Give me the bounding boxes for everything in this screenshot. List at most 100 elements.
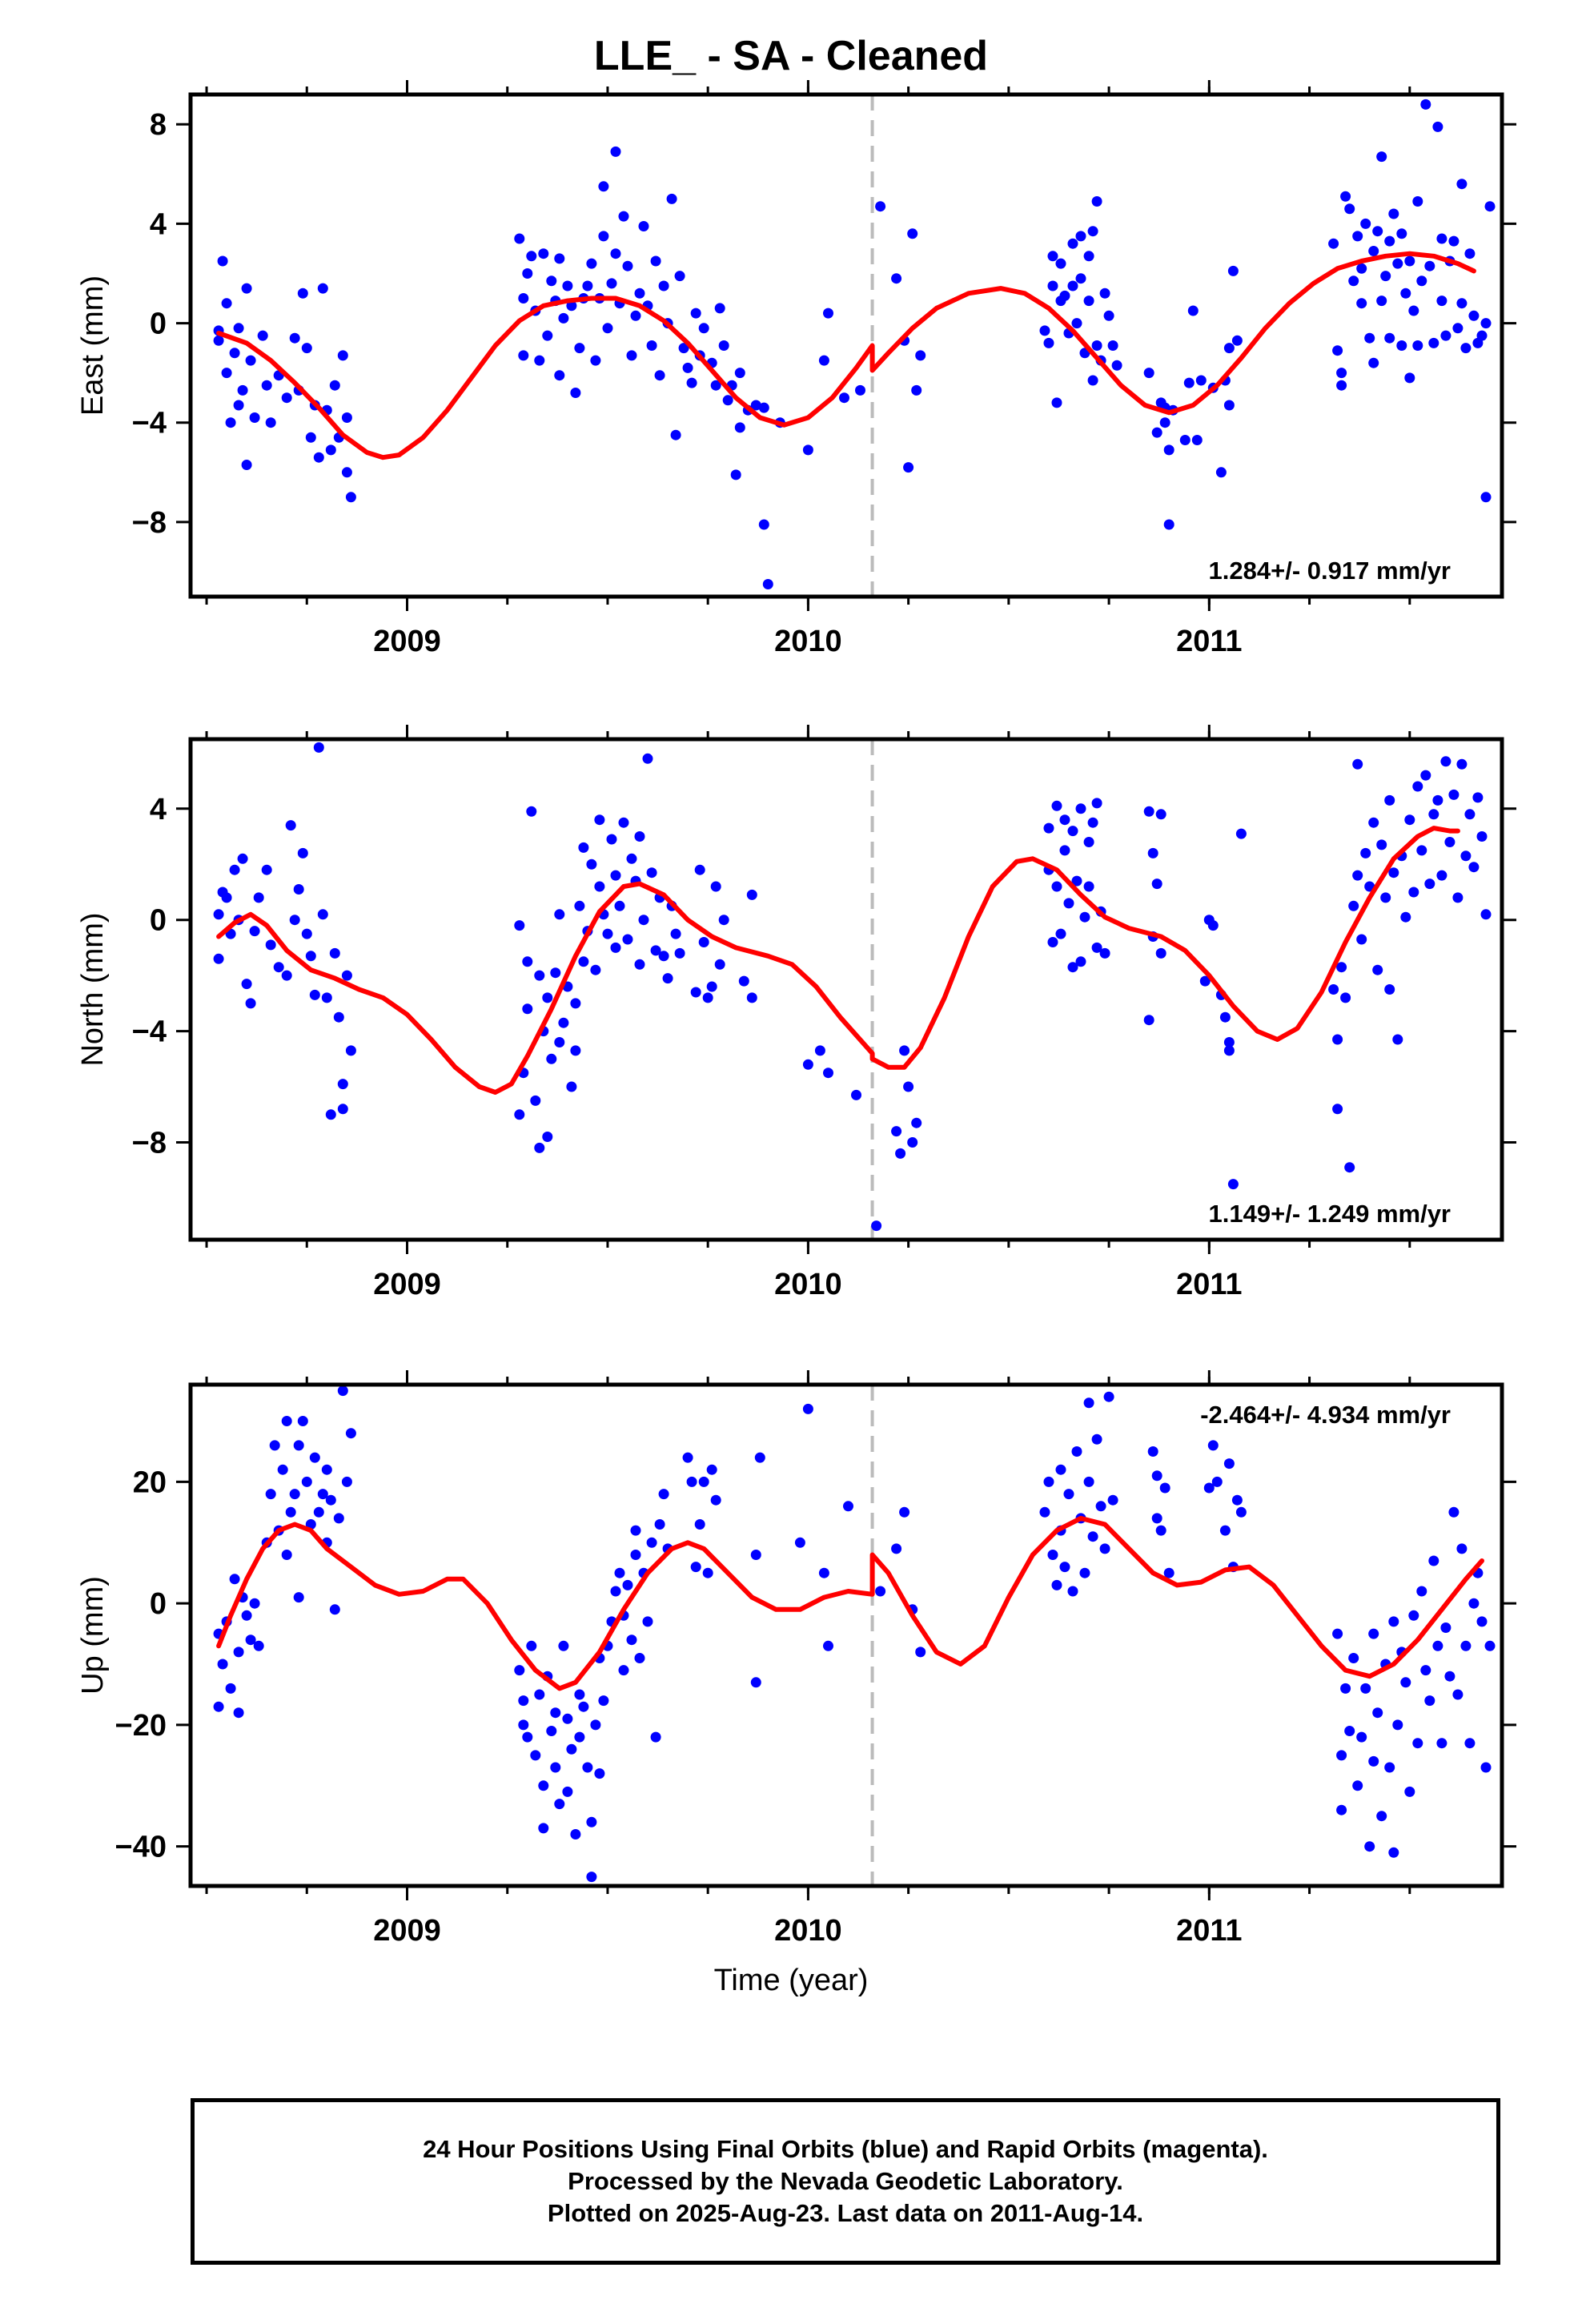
footer-box: 24 Hour Positions Using Final Orbits (bl… — [191, 2098, 1500, 2265]
east-data-point — [229, 348, 240, 359]
up-data-point — [1424, 1695, 1435, 1707]
north-data-point — [614, 900, 625, 911]
east-data-point — [289, 332, 300, 344]
east-data-point — [818, 355, 829, 366]
up-data-point — [1440, 1622, 1452, 1633]
east-data-point — [734, 422, 745, 433]
east-data-point — [225, 417, 236, 428]
east-data-point — [1380, 271, 1391, 282]
east-data-point — [1336, 368, 1347, 379]
up-data-point — [1400, 1677, 1411, 1688]
up-data-point — [686, 1476, 697, 1487]
north-data-point — [586, 858, 597, 870]
east-data-point — [1480, 492, 1492, 503]
north-data-point — [738, 975, 749, 987]
east-data-point — [1111, 360, 1122, 371]
east-data-point — [1412, 196, 1423, 207]
north-data-point — [550, 967, 561, 979]
up-data-point — [590, 1719, 601, 1731]
east-data-point — [1051, 397, 1062, 408]
east-data-point — [518, 350, 529, 361]
east-data-point — [586, 258, 597, 269]
north-data-point — [265, 939, 276, 951]
up-data-point — [618, 1665, 629, 1676]
up-data-point — [297, 1416, 308, 1426]
north-data-point — [694, 864, 705, 875]
up-data-point — [1051, 1579, 1062, 1590]
east-data-point — [1360, 218, 1371, 229]
east-data-point — [618, 211, 629, 222]
up-data-point — [899, 1506, 910, 1518]
up-data-point — [217, 1659, 228, 1670]
east-data-point — [257, 330, 268, 341]
east-data-point — [1075, 231, 1086, 242]
up-data-point — [317, 1489, 328, 1500]
east-data-point — [718, 340, 729, 351]
north-data-point — [634, 831, 645, 842]
east-rate-annotation: 1.284+/- 0.917 mm/yr — [1209, 557, 1451, 585]
north-data-point — [618, 817, 629, 828]
north-data-point — [249, 926, 260, 937]
up-data-point — [1444, 1671, 1456, 1682]
east-data-point — [1091, 340, 1102, 351]
up-data-point — [534, 1689, 545, 1700]
up-data-point — [1460, 1640, 1472, 1651]
up-data-point — [245, 1634, 256, 1646]
north-data-point — [1392, 1034, 1403, 1045]
east-data-point — [241, 460, 252, 470]
north-data-point — [570, 1045, 581, 1056]
east-data-point — [710, 380, 721, 391]
up-data-point — [1448, 1506, 1460, 1518]
up-data-point — [610, 1586, 621, 1597]
up-data-point — [1043, 1476, 1054, 1487]
east-data-point — [758, 402, 769, 413]
up-data-point — [582, 1762, 593, 1773]
east-data-point — [237, 384, 248, 396]
north-y-axis-label: North (mm) — [76, 912, 110, 1066]
up-data-point — [1099, 1543, 1110, 1554]
north-data-point — [1436, 870, 1447, 881]
east-data-point — [758, 519, 769, 530]
east-data-point — [839, 392, 849, 404]
east-data-point — [1396, 340, 1407, 351]
east-data-point — [1388, 208, 1399, 219]
east-data-point — [1099, 287, 1110, 299]
north-data-point — [245, 998, 256, 1009]
east-data-point — [1043, 337, 1054, 348]
up-data-point — [706, 1464, 717, 1475]
north-data-point — [1360, 847, 1371, 858]
up-data-point — [1151, 1513, 1162, 1524]
north-data-point — [253, 892, 264, 903]
north-data-point — [522, 1003, 533, 1015]
up-data-point — [546, 1726, 557, 1736]
up-y-tick-label: 20 — [133, 1466, 167, 1499]
up-data-point — [249, 1598, 260, 1609]
east-data-point — [590, 355, 601, 366]
north-data-point — [1376, 839, 1387, 850]
footer-line-2: Processed by the Nevada Geodetic Laborat… — [568, 2167, 1123, 2195]
east-data-point — [337, 350, 348, 361]
up-data-point — [750, 1550, 761, 1560]
north-data-point — [1428, 809, 1439, 820]
east-data-point — [542, 330, 553, 341]
up-data-point — [341, 1476, 352, 1487]
east-data-point — [622, 260, 633, 271]
north-data-point — [1151, 879, 1162, 890]
east-data-point — [1368, 246, 1379, 256]
up-data-point — [1484, 1640, 1496, 1651]
up-fit-curve — [216, 1515, 1484, 1691]
east-data-point — [233, 323, 244, 334]
up-data-point — [333, 1513, 344, 1524]
up-rate-annotation: -2.464+/- 4.934 mm/yr — [1200, 1401, 1451, 1429]
north-data-point — [823, 1068, 833, 1079]
north-data-point — [594, 881, 605, 892]
north-data-point — [1340, 992, 1351, 1003]
up-data-point — [594, 1768, 605, 1779]
up-data-point — [1388, 1616, 1399, 1627]
north-data-point — [690, 987, 701, 998]
east-data-point — [1083, 251, 1094, 262]
east-data-point — [1067, 238, 1078, 249]
east-data-point — [518, 293, 529, 304]
up-y-tick-label: 0 — [150, 1587, 167, 1621]
east-data-point — [1384, 235, 1395, 247]
